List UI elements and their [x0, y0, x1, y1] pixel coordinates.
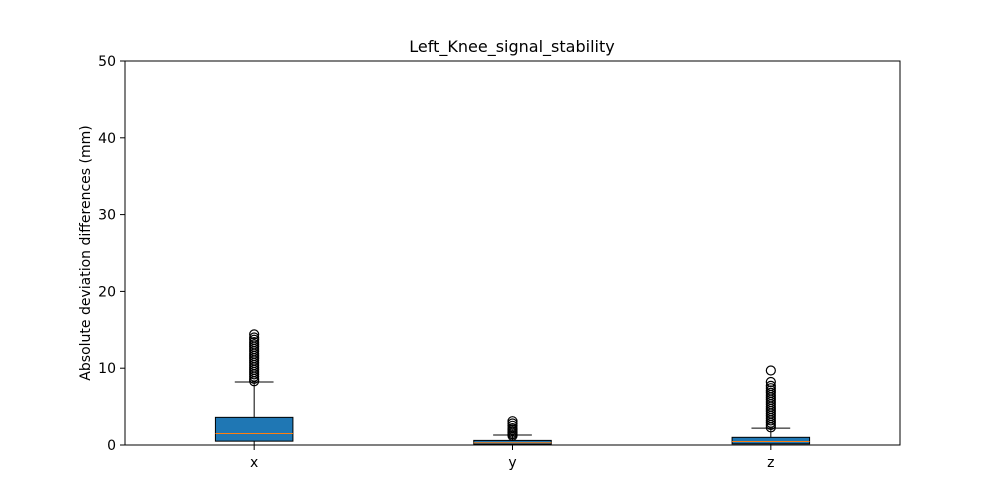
- y-tick-label: 0: [107, 438, 116, 454]
- y-tick-label: 10: [98, 361, 116, 377]
- box-z: [731, 436, 811, 445]
- y-tick-label: 50: [98, 54, 116, 70]
- x-tick-label: x: [250, 455, 258, 471]
- box-x: [214, 416, 294, 442]
- x-tick-label: z: [767, 455, 774, 471]
- plot-frame: [124, 60, 901, 446]
- y-axis-title: Absolute deviation differences (mm): [78, 125, 94, 380]
- outlier-point: [765, 380, 776, 391]
- plot-area: 0 10 20 30 40 50 x y z: [98, 54, 811, 471]
- chart-title: Left_Knee_signal_stability: [409, 37, 614, 57]
- y-tick-label: 20: [98, 284, 116, 300]
- outlier-point: [765, 376, 776, 388]
- outlier-point: [765, 365, 776, 376]
- y-tick-label: 30: [98, 208, 116, 224]
- outlier-point: [249, 329, 260, 340]
- x-tick-label: y: [508, 455, 516, 471]
- outlier-point: [249, 332, 260, 343]
- outlier-point: [507, 416, 518, 427]
- y-tick-label: 40: [98, 131, 116, 147]
